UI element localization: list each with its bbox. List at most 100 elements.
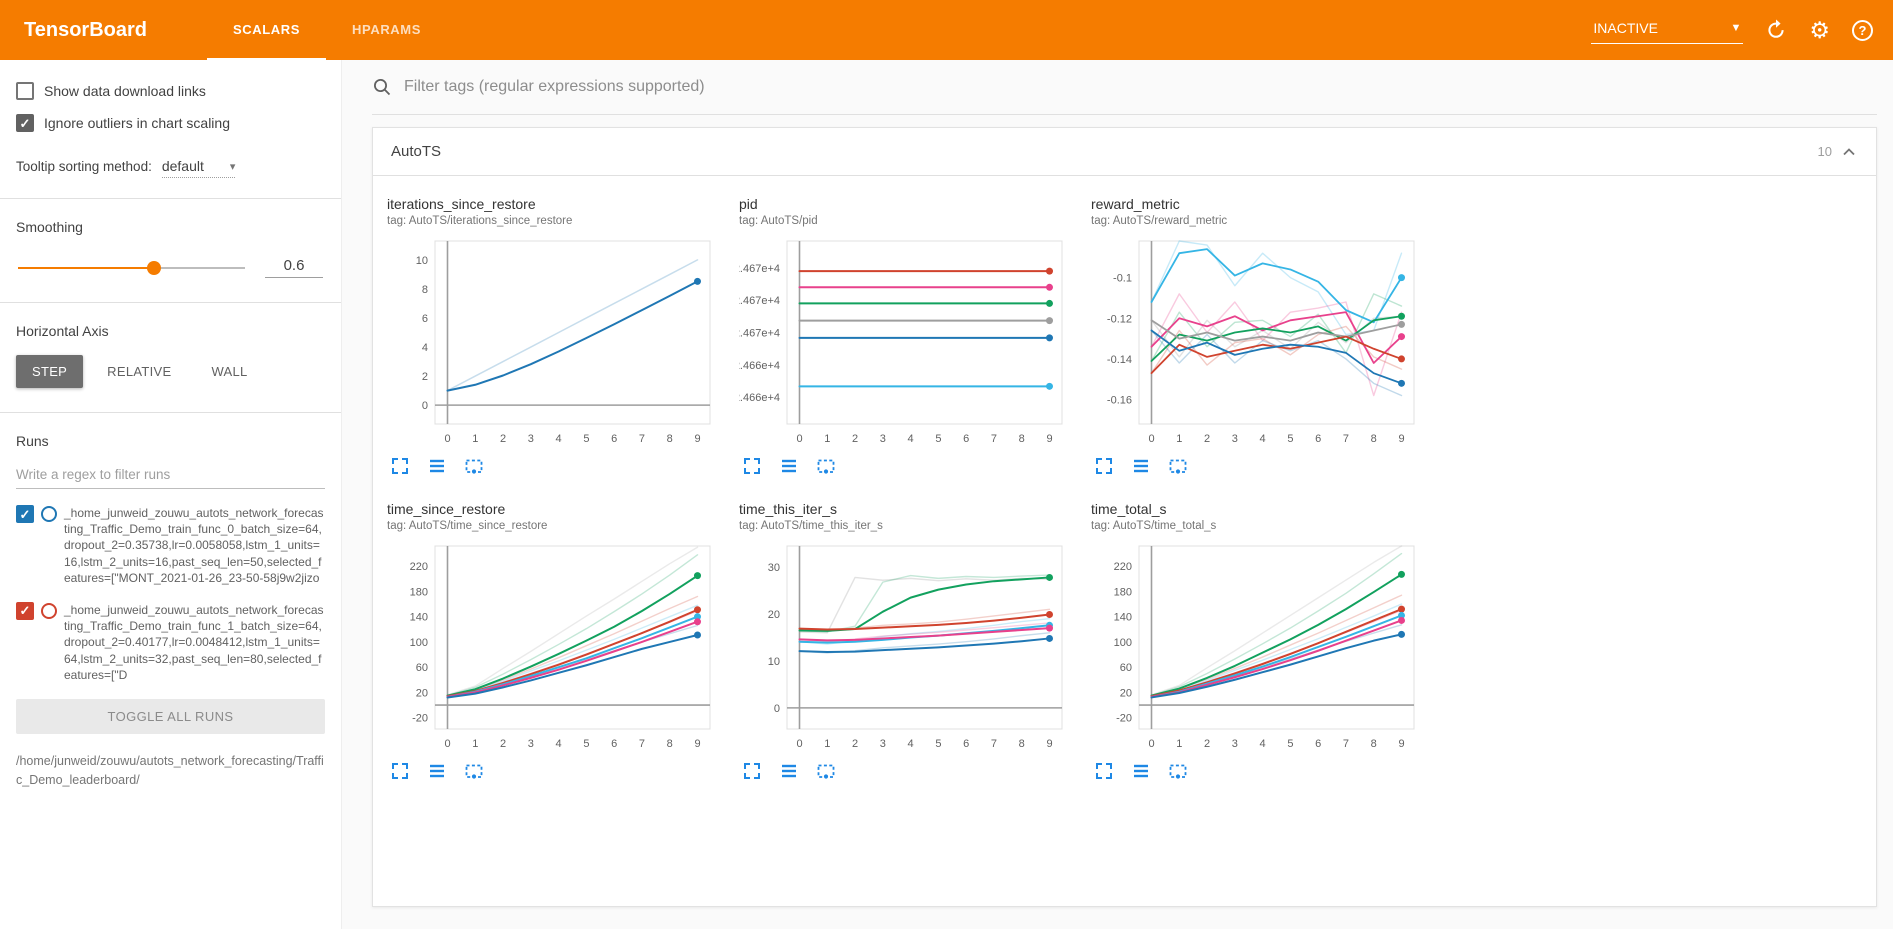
svg-text:2: 2 — [852, 738, 858, 750]
ignore-outliers-label: Ignore outliers in chart scaling — [44, 115, 230, 131]
line-chart[interactable]: 0 2 4 6 8 10 0 1 2 3 4 5 6 7 8 9 — [387, 233, 719, 453]
check-icon: ✓ — [19, 603, 31, 619]
svg-text:3: 3 — [528, 738, 534, 750]
status-dropdown[interactable]: INACTIVE ▼ — [1591, 16, 1744, 44]
svg-text:-0.1: -0.1 — [1113, 273, 1132, 285]
data-lines-icon[interactable] — [778, 760, 800, 782]
ignore-outliers-checkbox[interactable]: ✓ — [16, 114, 34, 132]
fit-domain-icon[interactable] — [463, 455, 485, 477]
dashboard-tabs: SCALARS HPARAMS — [206, 0, 447, 60]
svg-text:6: 6 — [963, 738, 969, 750]
runs-filter-input[interactable] — [16, 463, 325, 489]
autots-card-header[interactable]: AutoTS 10 — [373, 128, 1876, 176]
tooltip-sorting-row: Tooltip sorting method: default ▾ — [16, 158, 325, 178]
data-lines-icon[interactable] — [426, 760, 448, 782]
app-title: TensorBoard — [24, 18, 147, 41]
fit-domain-icon[interactable] — [815, 455, 837, 477]
axis-step-button[interactable]: STEP — [16, 355, 84, 388]
data-lines-icon[interactable] — [1130, 760, 1152, 782]
svg-text:9: 9 — [694, 738, 700, 750]
run-item-1[interactable]: ✓ _home_junweid_zouwu_autots_network_for… — [16, 601, 325, 683]
chart-tag: tag: AutoTS/time_total_s — [1091, 520, 1217, 532]
tab-scalars[interactable]: SCALARS — [206, 0, 327, 60]
tooltip-sorting-dropdown[interactable]: default ▾ — [161, 158, 236, 178]
caret-down-icon: ▾ — [229, 160, 236, 173]
chevron-up-icon[interactable] — [1840, 145, 1858, 158]
help-icon[interactable]: ? — [1852, 19, 1873, 41]
charts-grid: iterations_since_restore tag: AutoTS/ite… — [373, 176, 1876, 802]
fit-domain-icon[interactable] — [1167, 455, 1189, 477]
smoothing-slider-row: 0.6 — [18, 257, 323, 278]
tab-hparams[interactable]: HPARAMS — [352, 21, 421, 37]
svg-text:4: 4 — [556, 433, 562, 445]
chart-iterations-since-restore: iterations_since_restore tag: AutoTS/ite… — [387, 196, 719, 477]
chart-tag: tag: AutoTS/pid — [739, 215, 818, 227]
svg-text:3: 3 — [1232, 433, 1238, 445]
svg-text:4: 4 — [1260, 433, 1266, 445]
expand-chart-icon[interactable] — [389, 760, 411, 782]
svg-text:0: 0 — [444, 433, 450, 445]
svg-text:2: 2 — [422, 371, 428, 383]
slider-thumb[interactable] — [147, 260, 162, 275]
svg-text:6: 6 — [611, 433, 617, 445]
line-chart[interactable]: 0 10 20 30 0 1 2 3 4 5 6 7 8 9 — [739, 538, 1071, 758]
run-0-radio[interactable] — [41, 506, 57, 522]
svg-text:8: 8 — [667, 433, 673, 445]
toggle-all-runs-button[interactable]: TOGGLE ALL RUNS — [16, 698, 325, 734]
main-content: AutoTS 10 iterations_since_restore tag: … — [342, 60, 1893, 929]
svg-text:6: 6 — [611, 738, 617, 750]
line-chart[interactable]: -20 20 60 100 140 180 220 0 1 2 3 4 5 6 7 8 9 — [387, 538, 719, 758]
fit-domain-icon[interactable] — [463, 760, 485, 782]
smoothing-slider[interactable] — [18, 260, 245, 275]
line-chart[interactable]: -0.1 -0.12 -0.14 -0.16 0 1 2 3 4 5 6 7 8 9 — [1091, 233, 1423, 453]
ignore-outliers-row[interactable]: ✓ Ignore outliers in chart scaling — [16, 114, 325, 132]
run-0-checkbox[interactable]: ✓ — [16, 505, 34, 523]
expand-chart-icon[interactable] — [1093, 760, 1115, 782]
svg-text:1: 1 — [472, 738, 478, 750]
data-lines-icon[interactable] — [778, 455, 800, 477]
svg-text:180: 180 — [410, 586, 428, 598]
chart-title: reward_metric — [1091, 196, 1180, 212]
svg-text:9: 9 — [1046, 738, 1052, 750]
run-1-checkbox[interactable]: ✓ — [16, 601, 34, 620]
svg-text:8: 8 — [422, 284, 428, 296]
run-item-0[interactable]: ✓ _home_junweid_zouwu_autots_network_for… — [16, 505, 325, 586]
log-directory-path: /home/junweid/zouwu/autots_network_forec… — [16, 753, 324, 787]
smoothing-value[interactable]: 0.6 — [265, 257, 323, 278]
run-1-name: _home_junweid_zouwu_autots_network_forec… — [64, 602, 324, 682]
line-chart[interactable]: 2.467e+4 2.467e+4 2.467e+4 2.466e+4 2.466e+4… — [734, 233, 1071, 453]
fit-domain-icon[interactable] — [815, 760, 837, 782]
tag-filter-input[interactable] — [404, 78, 1877, 96]
settings-gear-icon[interactable]: ⚙ — [1809, 16, 1830, 43]
horizontal-axis-buttons: STEP RELATIVE WALL — [16, 355, 325, 388]
chart-tag: tag: AutoTS/time_since_restore — [387, 520, 548, 532]
data-lines-icon[interactable] — [426, 455, 448, 477]
divider — [0, 412, 341, 413]
svg-text:2.467e+4: 2.467e+4 — [739, 263, 780, 275]
svg-text:30: 30 — [768, 562, 780, 574]
svg-text:1: 1 — [824, 738, 830, 750]
svg-text:7: 7 — [639, 738, 645, 750]
svg-text:7: 7 — [1343, 738, 1349, 750]
axis-wall-button[interactable]: WALL — [211, 364, 248, 379]
axis-relative-button[interactable]: RELATIVE — [107, 364, 172, 379]
svg-text:8: 8 — [1019, 433, 1025, 445]
tooltip-sorting-value: default — [161, 158, 204, 174]
svg-text:7: 7 — [991, 433, 997, 445]
svg-text:10: 10 — [416, 255, 428, 267]
show-download-links-row[interactable]: Show data download links — [16, 82, 325, 100]
fit-domain-icon[interactable] — [1167, 760, 1189, 782]
expand-chart-icon[interactable] — [741, 760, 763, 782]
svg-text:2: 2 — [1204, 738, 1210, 750]
svg-text:140: 140 — [1114, 612, 1132, 624]
expand-chart-icon[interactable] — [389, 455, 411, 477]
show-download-links-checkbox[interactable] — [16, 82, 34, 100]
run-1-radio[interactable] — [41, 602, 57, 619]
status-label: INACTIVE — [1593, 20, 1658, 36]
line-chart[interactable]: -20 20 60 100 140 180 220 0 1 2 3 4 5 6 7 8 9 — [1091, 538, 1423, 758]
data-lines-icon[interactable] — [1130, 455, 1152, 477]
svg-text:-0.16: -0.16 — [1107, 395, 1132, 407]
expand-chart-icon[interactable] — [741, 455, 763, 477]
expand-chart-icon[interactable] — [1093, 455, 1115, 477]
refresh-icon[interactable] — [1765, 19, 1787, 41]
